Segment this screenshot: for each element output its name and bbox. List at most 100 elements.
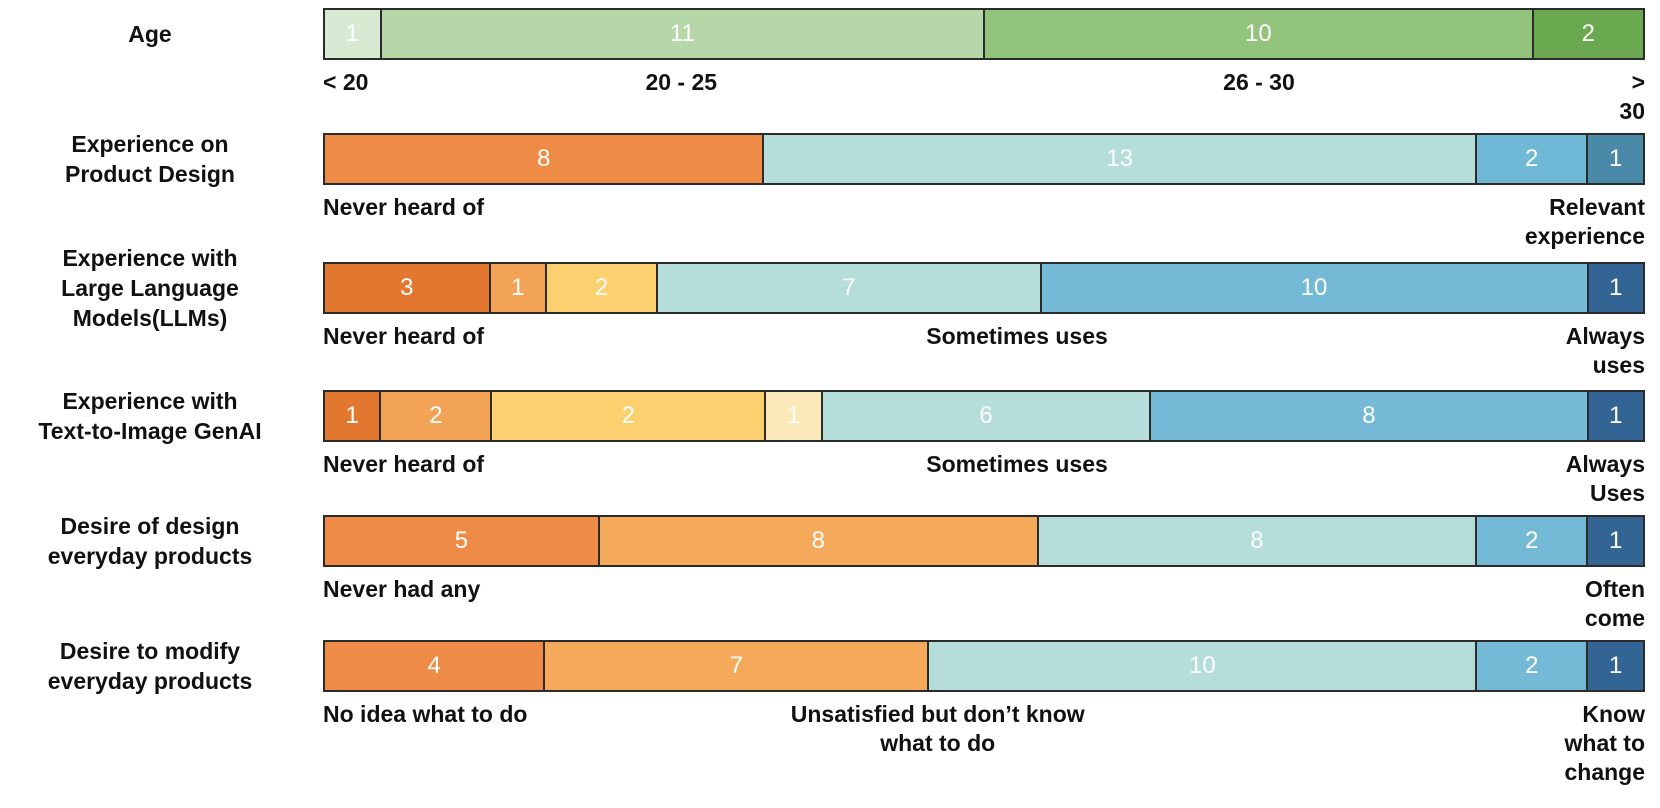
- bar-segment: 10: [927, 642, 1476, 690]
- segment-value: 1: [1609, 527, 1623, 554]
- row-label: Desire of design everyday products: [47, 513, 253, 569]
- bar-segment: 1: [1586, 135, 1643, 183]
- bar-segment: 2: [1531, 10, 1643, 58]
- segment-value: 1: [1608, 145, 1623, 172]
- bar-segment: 1: [1586, 264, 1643, 312]
- axis-label: Unsatisfied but don’t know what to do: [790, 701, 1085, 756]
- segment-value: 1: [1609, 274, 1623, 301]
- segment-value: 2: [429, 402, 443, 429]
- stacked-bar: 1 2 2 1 6 8 1: [323, 390, 1645, 442]
- segment-value: 1: [511, 274, 525, 301]
- axis-label: > 30: [1619, 69, 1646, 124]
- bar-segment: 1: [1586, 392, 1643, 440]
- segment-value: 7: [842, 274, 856, 301]
- bar-segment: 2: [379, 392, 491, 440]
- axis-label: Never had any: [323, 576, 481, 602]
- bar-row: Experience with Large Language Models(LLMs…: [0, 245, 1660, 378]
- bar-segment: 2: [1475, 517, 1587, 565]
- segment-value: 7: [729, 652, 744, 679]
- axis-labels: Never heard of Sometimes uses Always Uses: [323, 450, 1645, 514]
- segment-value: 3: [400, 274, 414, 301]
- axis-label: 26 - 30: [1223, 69, 1295, 95]
- bar-segment: 1: [1586, 642, 1643, 690]
- segment-value: 11: [669, 20, 695, 47]
- axis-labels: Never heard of Sometimes uses Always uses: [323, 322, 1645, 386]
- row-label: Experience with Text-to-Image GenAI: [38, 388, 262, 444]
- bar-row: Desire to modify everyday products 4 7 10 2 1 N…: [0, 638, 1660, 785]
- stacked-bar: 8 13 2 1: [323, 133, 1645, 185]
- axis-label: Sometimes uses: [926, 323, 1108, 349]
- stacked-bar: 5 8 8 2 1: [323, 515, 1645, 567]
- axis-label: Know what to change: [1564, 701, 1646, 785]
- axis-label: Always uses: [1565, 323, 1645, 378]
- stacked-bar: 1 11 10 2: [323, 8, 1645, 60]
- bar-segment: 2: [1475, 135, 1587, 183]
- bar-segment: 4: [325, 642, 544, 690]
- bar-segment: 3: [325, 264, 489, 312]
- segment-value: 1: [345, 20, 360, 47]
- bar-row: Experience with Text-to-Image GenAI 1 2 2 1 6 8…: [0, 388, 1660, 506]
- axis-label: Never heard of: [323, 323, 485, 349]
- segment-value: 4: [427, 652, 441, 679]
- stacked-bar: 3 1 2 7 10 1: [323, 262, 1645, 314]
- axis-label: 20 - 25: [645, 69, 718, 95]
- axis-labels: < 20 20 - 25 26 - 30 > 30: [323, 68, 1645, 132]
- axis-labels: No idea what to do Unsatisfied but don’t …: [323, 700, 1645, 785]
- axis-labels: Never heard of Relevant experience: [323, 193, 1645, 257]
- segment-value: 2: [1581, 20, 1596, 47]
- segment-value: 1: [786, 402, 801, 429]
- bar-segment: 10: [983, 10, 1532, 58]
- segment-value: 6: [979, 402, 993, 429]
- bar-segment: 2: [545, 264, 656, 312]
- segment-value: 8: [536, 145, 551, 172]
- bar-segment: 1: [325, 10, 380, 58]
- segment-value: 2: [621, 402, 635, 429]
- axis-label: Never heard of: [323, 194, 485, 220]
- segment-value: 8: [811, 527, 825, 554]
- segment-value: 1: [1609, 652, 1623, 679]
- bar-segment: 2: [490, 392, 765, 440]
- bar-segment: 5: [325, 517, 598, 565]
- row-label: Desire to modify everyday products: [47, 638, 253, 694]
- segment-value: 8: [1362, 402, 1376, 429]
- bar-segment: 1: [325, 392, 380, 440]
- bar-segment: 2: [1475, 642, 1587, 690]
- segment-value: 10: [1244, 20, 1272, 47]
- bar-segment: 1: [1586, 517, 1644, 565]
- bar-segment: 8: [1036, 517, 1476, 565]
- bar-segment: 7: [543, 642, 928, 690]
- axis-label: < 20: [323, 69, 369, 95]
- bar-segment: 11: [379, 10, 983, 58]
- row-label: Experience on Product Design: [65, 131, 235, 187]
- stacked-bar: 4 7 10 2 1: [323, 640, 1645, 692]
- bar-segment: 7: [656, 264, 1040, 312]
- bar-segment: 1: [764, 392, 821, 440]
- segment-value: 1: [345, 402, 359, 429]
- segment-value: 8: [1250, 527, 1264, 554]
- segment-value: 2: [1524, 145, 1539, 172]
- segment-value: 2: [1525, 527, 1539, 554]
- axis-label: Sometimes uses: [926, 451, 1108, 477]
- segment-value: 10: [1188, 652, 1216, 679]
- segment-value: 2: [594, 274, 609, 301]
- segment-value: 13: [1106, 145, 1134, 172]
- bar-segment: 1: [488, 264, 545, 312]
- bar-segment: 8: [597, 517, 1037, 565]
- bar-row: Desire of design everyday products 5 8 8 2 1 Ne…: [0, 513, 1660, 660]
- axis-label: No idea what to do: [323, 701, 528, 727]
- segment-value: 10: [1300, 274, 1328, 301]
- bar-segment: 13: [762, 135, 1475, 183]
- axis-label: Relevant experience: [1524, 194, 1646, 249]
- bar-segment: 8: [1149, 392, 1587, 440]
- segment-value: 2: [1525, 652, 1539, 679]
- axis-label: Always Uses: [1565, 451, 1645, 506]
- segment-value: 1: [1609, 402, 1623, 429]
- bar-row: Age 1 11 10 2 < 20 20 - 25 26 - 30 > 30: [0, 8, 1660, 124]
- bar-segment: 6: [820, 392, 1150, 440]
- bar-segment: 10: [1039, 264, 1587, 312]
- segment-value: 5: [454, 527, 469, 554]
- row-label: Experience with Large Language Models(LLMs…: [61, 245, 239, 331]
- bar-row: Experience on Product Design 8 13 2 1 Never he…: [0, 131, 1660, 249]
